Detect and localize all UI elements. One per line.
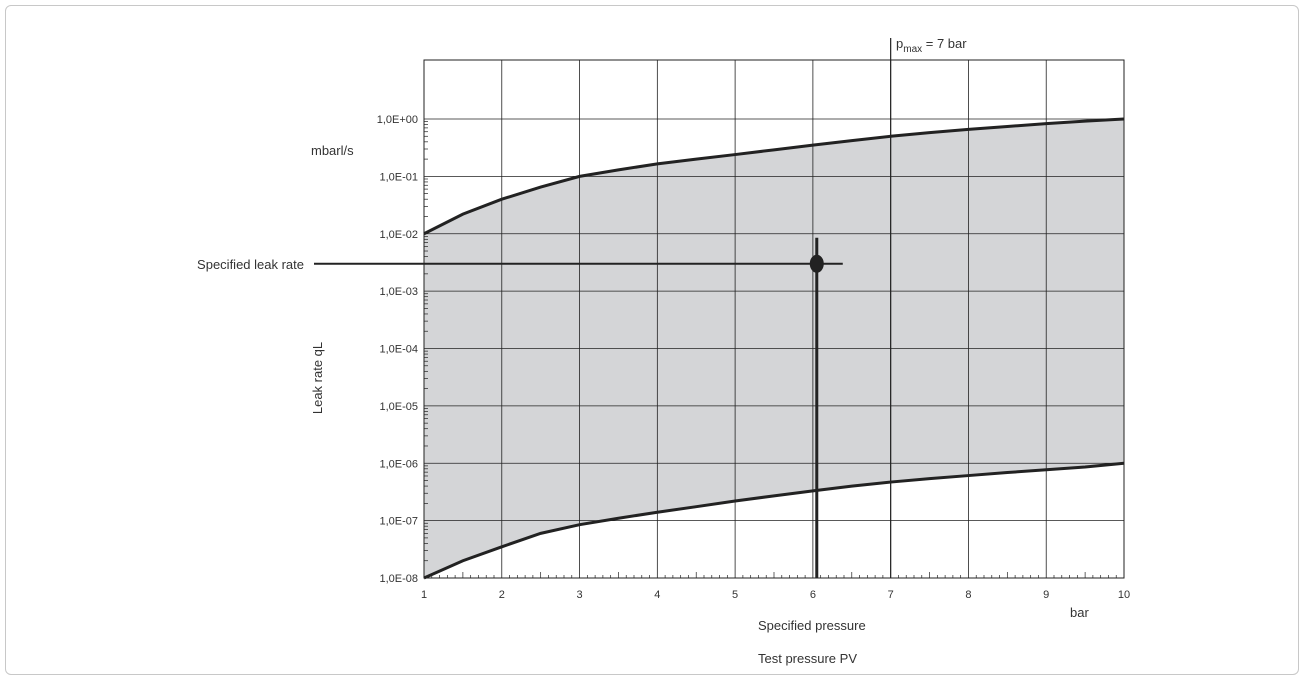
x-tick-label: 10: [1118, 589, 1130, 601]
lower-boundary-curve: [423, 461, 1125, 580]
y-axis-label: Leak rate qL: [310, 342, 325, 414]
x-axis-label: Test pressure PV: [758, 651, 857, 666]
x-tick-label: 8: [965, 589, 971, 601]
pmax-label-sub: max: [903, 44, 922, 55]
pmax-label-rest: = 7 bar: [922, 36, 967, 51]
x-tick-label: 9: [1043, 589, 1049, 601]
x-tick-labels: 1 2 3 4 5 6 7 8 9 10: [421, 589, 1130, 601]
specified-pressure-label: Specified pressure: [758, 618, 866, 633]
y-tick-label: 1,0E-04: [379, 344, 418, 356]
y-unit-label: mbarl/s: [311, 143, 354, 158]
x-tick-label: 5: [732, 589, 738, 601]
x-tick-label: 6: [810, 589, 816, 601]
specified-leak-rate-label: Specified leak rate: [197, 257, 304, 272]
y-tick-label: 1,0E-07: [379, 516, 418, 528]
y-tick-label: 1,0E-03: [379, 286, 418, 298]
minor-ticks-layer: [424, 121, 1117, 578]
x-tick-label: 3: [576, 589, 582, 601]
marker-layer: [314, 38, 892, 578]
y-tick-label: 1,0E+00: [377, 114, 418, 126]
x-tick-label: 4: [654, 589, 660, 601]
y-tick-label: 1,0E-08: [379, 573, 418, 585]
pmax-label: pmax = 7 bar: [896, 36, 967, 55]
upper-boundary-curve: [423, 117, 1125, 236]
x-tick-label: 7: [888, 589, 894, 601]
x-tick-label: 2: [499, 589, 505, 601]
x-unit-label: bar: [1070, 605, 1089, 620]
specified-point: [809, 254, 824, 273]
y-tick-label: 1,0E-01: [379, 171, 418, 183]
x-tick-label: 1: [421, 589, 427, 601]
y-tick-label: 1,0E-02: [379, 229, 418, 241]
y-tick-label: 1,0E-06: [379, 458, 418, 470]
boundary-curves-layer: [423, 117, 1125, 580]
y-tick-labels: 1,0E-08 1,0E-07 1,0E-06 1,0E-05 1,0E-04 1,0E-…: [377, 114, 418, 585]
chart-frame: [5, 5, 1299, 675]
pmax-label-main: p: [896, 36, 903, 51]
y-tick-label: 1,0E-05: [379, 401, 418, 413]
